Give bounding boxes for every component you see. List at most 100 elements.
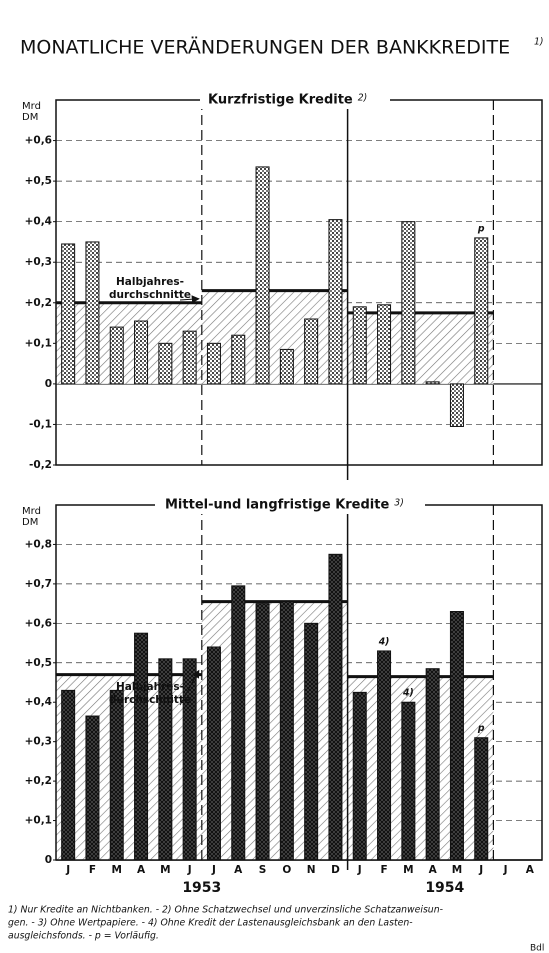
bar	[206, 646, 221, 861]
bar	[182, 658, 197, 861]
title-note: 1)	[534, 37, 544, 48]
x-tick-label: M	[403, 864, 413, 876]
annotation: Halbjahres-	[116, 681, 184, 693]
y-tick-label: +0,6	[25, 617, 52, 629]
x-tick-label: D	[331, 864, 340, 876]
bar	[109, 689, 124, 861]
average-area	[347, 312, 494, 384]
y-tick-label: +0,1	[25, 337, 52, 349]
bar	[474, 237, 489, 385]
bar	[255, 603, 270, 861]
x-tick-label: F	[380, 864, 387, 876]
footnote: ausgleichsfonds. - p = Vorläufig.	[8, 931, 159, 942]
bar	[255, 166, 270, 385]
bar	[134, 632, 149, 861]
y-tick-label: +0,4	[25, 696, 52, 708]
x-tick-label: J	[187, 864, 192, 876]
y-tick-label: +0,3	[25, 736, 52, 748]
bar	[328, 553, 343, 861]
y-tick-label: +0,8	[25, 538, 52, 550]
bar	[377, 304, 392, 385]
panel-title: Mittel-und langfristige Kredite	[165, 498, 389, 513]
bar-note: 4)	[402, 688, 414, 699]
y-tick-label: +0,1	[25, 815, 52, 827]
y-tick-label: -0,2	[29, 459, 52, 471]
y-axis-label: Mrd	[22, 101, 41, 112]
bar	[401, 221, 416, 385]
y-tick-label: 0	[45, 378, 52, 390]
bar	[61, 689, 76, 861]
annotation: durchschnitte	[109, 694, 191, 706]
bar	[425, 668, 440, 861]
bar	[304, 318, 319, 385]
y-tick-label: +0,4	[25, 216, 52, 228]
bar-note: 4)	[378, 636, 390, 647]
bar	[206, 342, 221, 385]
x-tick-label: M	[160, 864, 170, 876]
bar	[231, 334, 246, 385]
y-tick-label: -0,1	[29, 418, 52, 430]
annotation: durchschnitte	[109, 289, 191, 301]
y-tick-label: +0,5	[25, 175, 52, 187]
bar	[328, 219, 343, 385]
average-area	[201, 290, 348, 384]
page-title: MONATLICHE VERÄNDERUNGEN DER BANKKREDITE	[20, 36, 510, 59]
y-tick-label: +0,6	[25, 135, 52, 147]
x-tick-label: A	[234, 864, 243, 876]
x-tick-label: N	[307, 864, 316, 876]
annotation-arrow	[179, 295, 200, 304]
x-tick-label: J	[357, 864, 362, 876]
x-tick-label: J	[503, 864, 508, 876]
average-area	[56, 302, 202, 384]
y-tick-label: +0,7	[25, 578, 52, 590]
panel-title-note: 2)	[358, 93, 368, 104]
bar	[182, 330, 197, 385]
annotation-arrow	[179, 669, 200, 706]
bar	[425, 381, 440, 385]
x-tick-label: J	[211, 864, 216, 876]
bar	[449, 611, 464, 861]
annotation: Halbjahres-	[116, 276, 184, 288]
bar	[352, 306, 367, 385]
bar	[377, 650, 392, 861]
bar	[279, 348, 294, 385]
panel-title: Kurzfristige Kredite	[208, 93, 353, 108]
bar	[401, 701, 416, 861]
x-tick-label: O	[282, 864, 291, 876]
x-tick-label: S	[259, 864, 267, 876]
y-axis-label: DM	[22, 517, 38, 528]
panel-title-bg	[155, 496, 425, 514]
y-axis-label: Mrd	[22, 506, 41, 517]
y-tick-label: +0,2	[25, 775, 52, 787]
bar	[279, 601, 294, 861]
bar-note: p	[477, 723, 485, 734]
x-tick-label: M	[112, 864, 122, 876]
bar	[231, 585, 246, 861]
x-tick-label: A	[526, 864, 535, 876]
bar	[158, 342, 173, 385]
average-area	[201, 601, 348, 860]
year-label: 1953	[182, 880, 221, 896]
y-tick-label: +0,2	[25, 297, 52, 309]
panel-title-bg	[200, 91, 390, 109]
y-tick-label: +0,5	[25, 657, 52, 669]
panel-title-note: 3)	[394, 498, 404, 509]
y-tick-label: +0,3	[25, 256, 52, 268]
average-area	[56, 674, 202, 860]
y-axis-label: DM	[22, 112, 38, 123]
bar	[352, 691, 367, 861]
average-area	[347, 676, 494, 860]
x-tick-label: J	[65, 864, 70, 876]
footnote: 1) Nur Kredite an Nichtbanken. - 2) Ohne…	[8, 905, 444, 916]
bar	[449, 383, 464, 427]
bar	[474, 737, 489, 861]
bar-note: p	[477, 223, 485, 234]
x-tick-label: A	[137, 864, 146, 876]
bar	[134, 320, 149, 385]
bar	[61, 243, 76, 385]
year-label: 1954	[425, 880, 464, 896]
credit: Bdl	[530, 944, 544, 953]
x-tick-label: M	[452, 864, 462, 876]
x-tick-label: A	[429, 864, 438, 876]
